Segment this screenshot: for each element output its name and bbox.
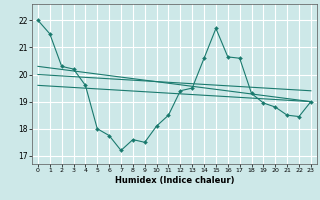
X-axis label: Humidex (Indice chaleur): Humidex (Indice chaleur)	[115, 176, 234, 185]
